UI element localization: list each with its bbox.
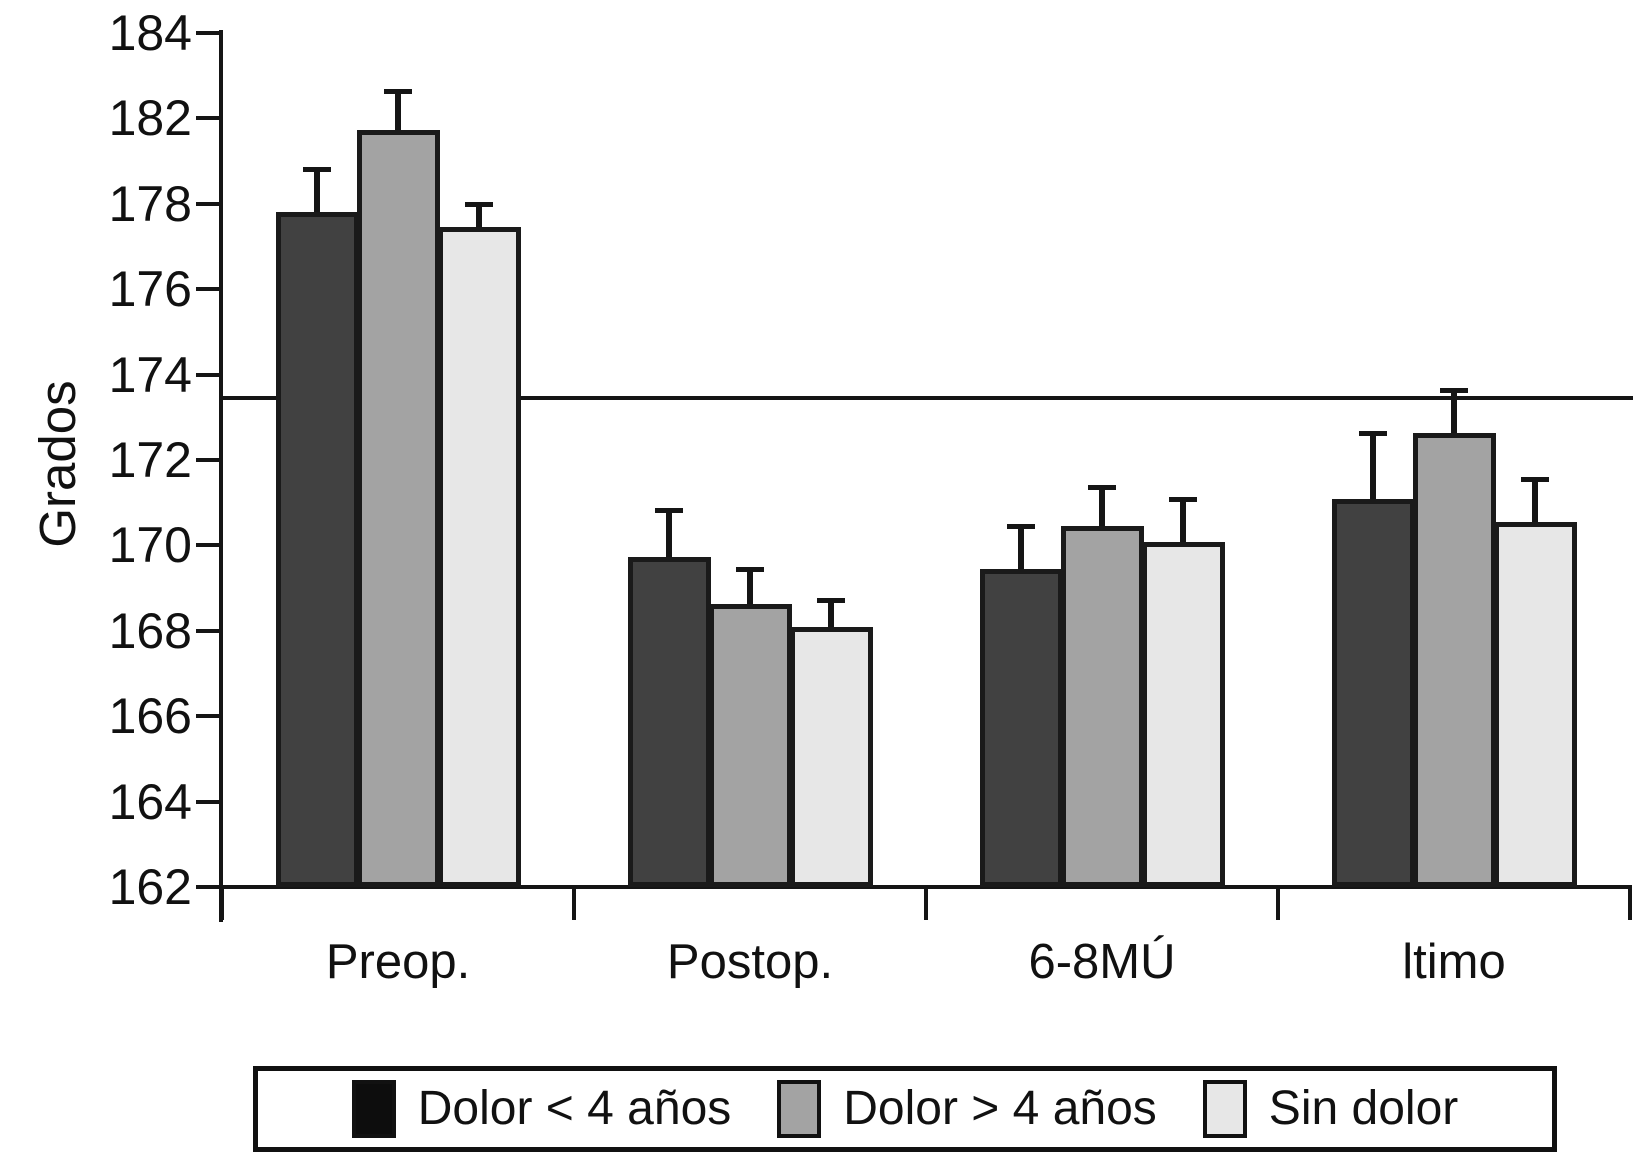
bar: [789, 626, 873, 887]
y-tick: [196, 31, 222, 35]
y-tick-label: 178: [108, 175, 192, 232]
category-label: ltimo: [1402, 935, 1506, 989]
legend-swatch: [351, 1080, 396, 1138]
x-tick: [1276, 887, 1280, 920]
category-label: Preop.: [325, 935, 471, 989]
y-tick: [196, 458, 222, 462]
error-bar-stem: [1099, 487, 1105, 526]
legend-label: Dolor > 4 años: [843, 1082, 1157, 1135]
bar: [627, 557, 711, 887]
y-tick: [196, 372, 222, 377]
y-tick: [196, 116, 222, 121]
y-tick: [196, 799, 222, 804]
bar: [708, 603, 792, 887]
error-bar-stem: [395, 91, 401, 131]
legend-swatch: [1202, 1080, 1247, 1138]
legend-label: Dolor < 4 años: [417, 1082, 732, 1135]
error-bar-stem: [1532, 479, 1538, 523]
y-tick-label: 164: [108, 773, 192, 830]
error-bar-stem: [747, 568, 753, 604]
legend-item: Dolor < 4 años: [351, 1080, 732, 1138]
error-bar-cap: [303, 166, 331, 172]
y-tick-label: 172: [108, 432, 192, 488]
error-bar-stem: [476, 203, 482, 228]
y-tick-label: 166: [108, 688, 192, 745]
x-tick: [1628, 887, 1632, 920]
y-tick-label: 184: [108, 5, 192, 61]
error-bar-cap: [1440, 388, 1468, 394]
x-tick: [572, 887, 576, 920]
error-bar-cap: [1521, 477, 1549, 483]
error-bar-stem: [1018, 525, 1024, 569]
legend-swatch: [777, 1080, 822, 1138]
error-bar-stem: [828, 599, 834, 627]
y-tick: [196, 628, 222, 633]
error-bar-cap: [1169, 496, 1197, 502]
error-bar-stem: [1180, 498, 1186, 542]
bar: [1412, 432, 1496, 887]
bar: [979, 568, 1063, 887]
y-tick: [196, 714, 222, 719]
legend-label: Sin dolor: [1268, 1082, 1459, 1135]
bar: [1331, 498, 1415, 887]
error-bar-cap: [817, 597, 845, 603]
category-label: Postop.: [666, 935, 834, 989]
legend: Dolor < 4 años Dolor > 4 años Sin dolor: [253, 1066, 1557, 1152]
error-bar-cap: [1088, 485, 1116, 491]
y-tick-label: 168: [108, 602, 192, 659]
bar: [275, 211, 359, 887]
error-bar-cap: [736, 566, 764, 572]
y-tick-label: 174: [108, 346, 192, 403]
y-axis-line: [219, 30, 223, 922]
bar: [1493, 522, 1577, 887]
error-bar-cap: [1359, 430, 1387, 436]
error-bar-cap: [1007, 523, 1035, 529]
x-tick: [924, 887, 928, 920]
legend-item: Dolor > 4 años: [777, 1080, 1157, 1138]
error-bar-cap: [655, 508, 683, 514]
legend-item: Sin dolor: [1202, 1080, 1459, 1138]
category-label: 6-8MÚ: [1028, 935, 1176, 989]
error-bar-cap: [384, 89, 412, 95]
error-bar-stem: [314, 168, 320, 212]
y-tick-label: 162: [108, 859, 192, 915]
y-tick-label: 170: [108, 517, 192, 574]
bar: [1060, 525, 1144, 887]
error-bar-stem: [666, 510, 672, 558]
y-tick: [196, 201, 222, 206]
bar: [356, 130, 440, 887]
y-tick: [196, 287, 222, 292]
error-bar-stem: [1370, 432, 1376, 499]
reference-line: [222, 395, 1633, 400]
error-bar-cap: [465, 201, 493, 207]
y-tick: [196, 543, 222, 548]
bar: [1141, 541, 1225, 887]
y-tick-label: 176: [108, 261, 192, 318]
error-bar-stem: [1451, 390, 1457, 433]
x-tick: [220, 887, 224, 920]
bar: [437, 227, 521, 887]
y-tick-label: 182: [108, 90, 192, 147]
y-tick: [196, 885, 222, 889]
